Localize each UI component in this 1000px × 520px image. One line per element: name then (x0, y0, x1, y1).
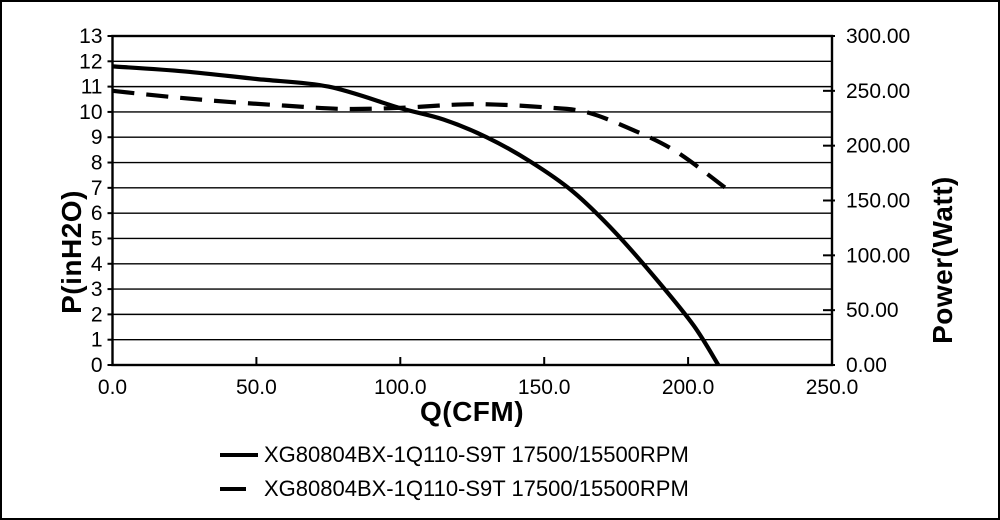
y-left-tick-label: 13 (79, 25, 102, 48)
y-right-tick-label: 100.00 (846, 244, 910, 267)
y-right-tick-label: 50.00 (846, 299, 899, 322)
y-right-tick-label: 300.00 (846, 25, 910, 48)
y-axis-title-left: P(inH2O) (56, 190, 87, 314)
dashed-line-icon (220, 487, 246, 491)
solid-line-icon (220, 453, 258, 457)
legend-item-pressure: XG80804BX-1Q110-S9T 17500/15500RPM (220, 438, 689, 472)
y-left-tick-label: 2 (91, 303, 103, 326)
x-axis-title: Q(CFM) (419, 396, 525, 427)
y-left-tick-label: 3 (91, 278, 103, 301)
y-left-tick-label: 9 (91, 126, 103, 149)
y-right-tick-label: 250.00 (846, 80, 910, 103)
x-tick-label: 50.0 (236, 376, 277, 399)
legend-item-power: XG80804BX-1Q110-S9T 17500/15500RPM (220, 472, 689, 506)
y-left-tick-label: 4 (91, 253, 103, 276)
y-left-tick-label: 8 (91, 152, 103, 175)
y-left-tick-label: 0 (91, 354, 103, 377)
power-curve (112, 88, 727, 190)
plot-border (111, 34, 834, 367)
y-left-tick-label: 10 (79, 101, 102, 124)
y-left-tick-label: 7 (91, 177, 103, 200)
legend-swatch-box (220, 487, 264, 491)
y-right-tick-label: 200.00 (846, 135, 910, 158)
y-right-tick-label: 150.00 (846, 190, 910, 213)
y-left-tick-label: 6 (91, 202, 103, 225)
pressure-curve (112, 64, 721, 367)
legend-label-power: XG80804BX-1Q110-S9T 17500/15500RPM (264, 476, 689, 501)
x-tick-label: 100.0 (374, 376, 427, 399)
y-axis-title-right: Power(Watt) (927, 176, 958, 344)
y-left-tick-label: 12 (79, 50, 102, 73)
y-right-tick-label: 0.00 (846, 354, 887, 377)
legend-swatch-box (220, 453, 264, 457)
y-left-tick-label: 1 (91, 329, 103, 352)
legend-label-pressure: XG80804BX-1Q110-S9T 17500/15500RPM (264, 442, 689, 467)
y-left-tick-label: 5 (91, 227, 103, 250)
x-tick-label: 150.0 (518, 376, 571, 399)
x-tick-label: 200.0 (662, 376, 715, 399)
y-left-tick-label: 11 (81, 76, 103, 99)
legend: XG80804BX-1Q110-S9T 17500/15500RPM XG808… (220, 438, 689, 506)
x-tick-label: 250.0 (806, 376, 859, 399)
x-tick-label: 0.0 (98, 376, 127, 399)
